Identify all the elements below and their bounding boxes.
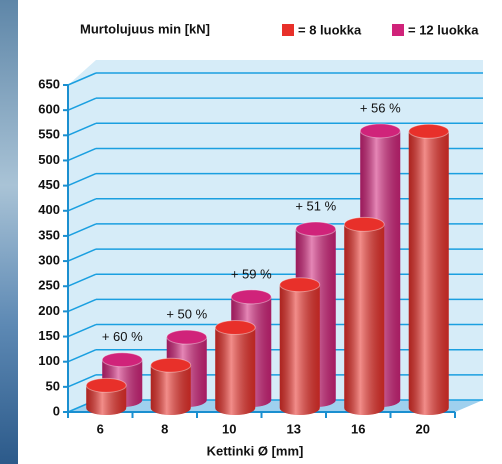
cylinder-top — [215, 321, 255, 335]
x-tick-label: 20 — [416, 421, 430, 436]
page: Murtolujuus min [kN] Kettinki Ø [mm] 0 50… — [0, 0, 502, 464]
y-tick-label: 150 — [38, 328, 60, 343]
cylinder-top — [360, 124, 400, 138]
annotation: + 50 % — [166, 307, 207, 322]
x-axis-label: Kettinki Ø [mm] — [207, 443, 304, 458]
annotation: + 60 % — [102, 329, 143, 344]
legend-label: = 8 luokka — [298, 22, 362, 37]
legend-swatch — [282, 24, 294, 36]
cylinder-top — [167, 330, 207, 344]
cylinder-top — [280, 278, 320, 292]
y-tick-label: 500 — [38, 152, 60, 167]
x-tick-label: 10 — [222, 421, 236, 436]
cylinder-top — [344, 217, 384, 231]
y-tick-label: 250 — [38, 278, 60, 293]
cylinder-shine — [344, 224, 384, 415]
cylinder-shine — [280, 285, 320, 415]
y-tick-label: 100 — [38, 353, 60, 368]
y-tick-label: 550 — [38, 127, 60, 142]
y-tick-label: 400 — [38, 202, 60, 217]
legend-label: = 12 luokka — [408, 22, 479, 37]
cylinder-top — [86, 378, 126, 392]
x-tick-label: 13 — [287, 421, 301, 436]
y-tick-label: 0 — [53, 403, 60, 418]
x-tick-label: 6 — [97, 421, 104, 436]
chart-title: Murtolujuus min [kN] — [80, 21, 210, 36]
y-tick-label: 50 — [46, 378, 60, 393]
cylinder-shine — [409, 131, 449, 415]
cylinder-top — [296, 222, 336, 236]
annotation: + 51 % — [295, 198, 336, 213]
y-tick-label: 200 — [38, 303, 60, 318]
cylinder-top — [151, 358, 191, 372]
annotation: + 56 % — [360, 100, 401, 115]
cylinder-top — [409, 124, 449, 138]
x-tick-label: 8 — [161, 421, 168, 436]
chart: Murtolujuus min [kN] Kettinki Ø [mm] 0 50… — [0, 0, 502, 464]
cylinder-top — [102, 353, 142, 367]
y-tick-label: 450 — [38, 177, 60, 192]
annotation: + 59 % — [231, 266, 272, 281]
y-tick-label: 350 — [38, 227, 60, 242]
legend-swatch — [392, 24, 404, 36]
y-tick-label: 300 — [38, 253, 60, 268]
y-tick-label: 650 — [38, 76, 60, 91]
cylinder-top — [231, 290, 271, 304]
cylinder-shine — [215, 328, 255, 415]
x-tick-label: 16 — [351, 421, 365, 436]
y-tick-label: 600 — [38, 102, 60, 117]
